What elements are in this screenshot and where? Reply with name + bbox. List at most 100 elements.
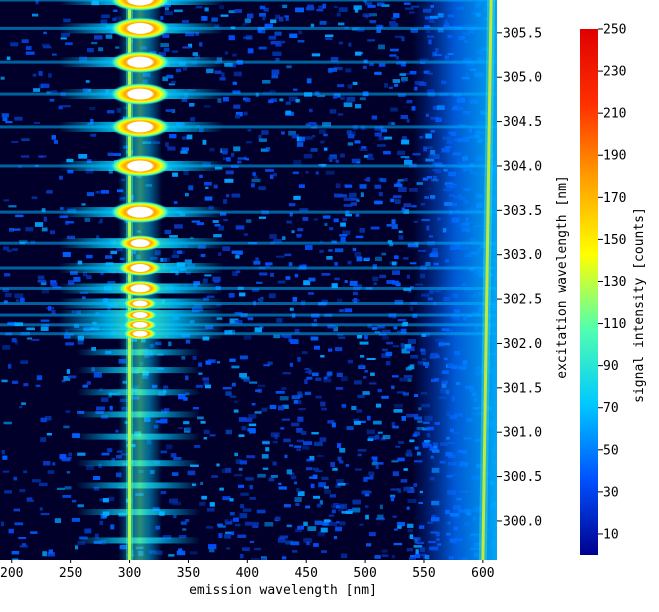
noise-speckle (224, 178, 234, 183)
noise-speckle (185, 32, 195, 37)
noise-speckle (289, 444, 294, 447)
noise-speckle (269, 234, 277, 239)
noise-speckle (163, 257, 171, 262)
noise-speckle (319, 249, 324, 254)
noise-speckle (2, 470, 10, 473)
noise-speckle (244, 521, 253, 526)
noise-speckle (360, 355, 365, 358)
noise-speckle (336, 12, 341, 17)
noise-speckle (167, 146, 176, 151)
noise-speckle (235, 225, 245, 230)
excitation-band-line (0, 92, 497, 96)
x-tick-label: 550 (412, 566, 435, 581)
noise-speckle (14, 293, 24, 299)
noise-speckle (240, 376, 250, 380)
noise-speckle (303, 280, 311, 286)
noise-speckle (173, 514, 177, 519)
noise-speckle (377, 514, 384, 519)
noise-speckle (234, 9, 242, 13)
noise-speckle (320, 401, 326, 407)
noise-speckle (68, 452, 72, 457)
noise-speckle (188, 43, 193, 48)
noise-speckle (279, 396, 289, 401)
noise-speckle (262, 15, 266, 21)
noise-speckle (326, 256, 333, 260)
noise-speckle (355, 213, 360, 217)
noise-speckle (316, 8, 324, 12)
noise-speckle (229, 395, 237, 398)
noise-speckle (397, 525, 402, 529)
noise-speckle (243, 335, 252, 340)
x-tick-label: 200 (0, 566, 23, 581)
noise-speckle (189, 103, 195, 107)
noise-speckle (185, 375, 189, 381)
noise-speckle (328, 514, 335, 517)
noise-speckle (216, 463, 220, 467)
noise-speckle (386, 224, 392, 227)
noise-speckle (356, 256, 363, 262)
noise-speckle (329, 227, 334, 231)
noise-speckle (209, 434, 216, 437)
noise-speckle (199, 174, 203, 178)
noise-speckle (329, 158, 333, 162)
noise-speckle (237, 311, 243, 315)
noise-speckle (221, 148, 229, 151)
noise-speckle (241, 426, 247, 431)
noise-speckle (316, 455, 324, 458)
colorbar-tick-label: 50 (603, 443, 619, 458)
noise-speckle (307, 526, 317, 531)
noise-speckle (5, 292, 12, 298)
noise-speckle (223, 97, 229, 102)
noise-speckle (172, 172, 178, 177)
noise-speckle (352, 81, 358, 85)
noise-speckle (225, 429, 232, 435)
noise-speckle (270, 432, 280, 438)
noise-speckle (393, 409, 403, 413)
noise-speckle (392, 270, 400, 275)
noise-speckle (268, 477, 275, 482)
noise-speckle (21, 155, 30, 158)
noise-speckle (115, 46, 120, 49)
noise-speckle (243, 233, 248, 236)
noise-speckle (182, 66, 188, 71)
peak-saturated-core (127, 160, 153, 172)
noise-speckle (204, 196, 213, 201)
noise-speckle (391, 261, 397, 266)
noise-speckle (2, 455, 8, 460)
noise-speckle (249, 485, 253, 490)
noise-speckle (90, 133, 97, 137)
y-tick-label: 304.5 (503, 115, 542, 130)
noise-speckle (306, 78, 312, 84)
noise-speckle (238, 417, 247, 422)
noise-speckle (204, 274, 212, 277)
noise-speckle (310, 336, 319, 341)
noise-speckle (338, 336, 346, 339)
noise-speckle (194, 445, 201, 448)
noise-speckle (228, 293, 235, 298)
noise-speckle (32, 479, 41, 483)
noise-speckle (205, 186, 209, 189)
noise-speckle (48, 306, 52, 311)
noise-speckle (32, 13, 39, 17)
noise-speckle (224, 63, 233, 67)
noise-speckle (339, 448, 346, 453)
noise-speckle (382, 335, 389, 340)
noise-speckle (396, 391, 406, 394)
noise-speckle (306, 467, 313, 471)
noise-speckle (66, 369, 70, 374)
noise-speckle (322, 122, 331, 127)
noise-speckle (185, 192, 189, 197)
noise-speckle (340, 96, 345, 100)
noise-speckle (318, 5, 325, 9)
noise-speckle (247, 317, 254, 321)
noise-speckle (303, 521, 308, 526)
noise-speckle (11, 338, 17, 343)
noise-speckle (261, 407, 268, 412)
noise-speckle (375, 517, 385, 521)
noise-speckle (406, 346, 415, 352)
noise-speckle (358, 420, 366, 423)
noise-speckle (168, 554, 175, 557)
noise-speckle (406, 413, 414, 418)
noise-speckle (105, 255, 113, 259)
noise-speckle (286, 524, 292, 528)
